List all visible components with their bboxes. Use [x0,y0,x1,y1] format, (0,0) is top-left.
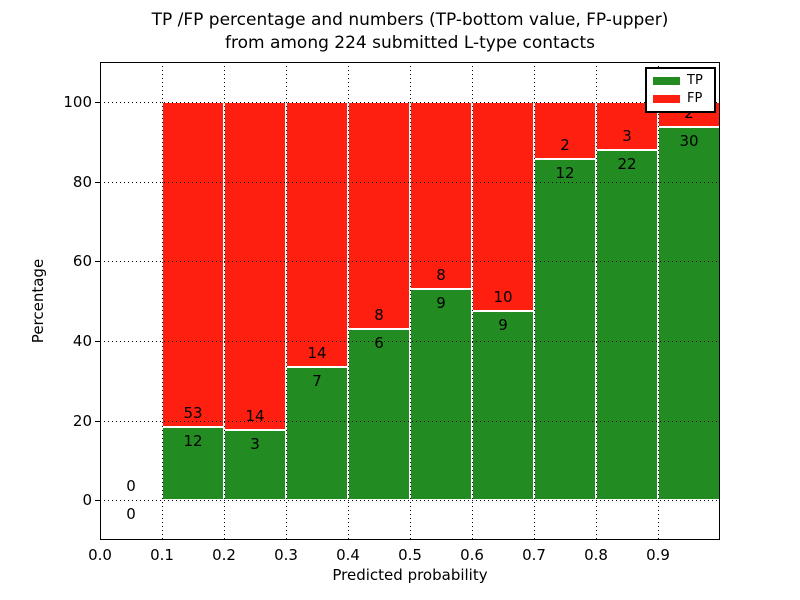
fp-count-label: 8 [436,266,446,285]
x-tick-label: 0.9 [646,546,670,564]
chart-title-line2: from among 224 submitted L-type contacts [224,33,595,53]
plot-frame [100,62,720,540]
fp-bar-segment [410,101,472,290]
v-gridline [224,62,225,540]
fp-count-label: 10 [493,288,513,307]
tp-count-label: 0 [126,505,136,524]
x-tick-label: 0.1 [150,546,174,564]
v-gridline [658,62,659,540]
tp-count-label: 9 [436,294,446,313]
x-tick-label: 0.2 [212,546,236,564]
fp-count-label: 14 [245,406,265,425]
y-tick-label: 0 [82,491,92,509]
tp-bar-segment [472,311,534,501]
tp-bar-segment [410,289,472,501]
tp-count-label: 3 [250,434,260,453]
tp-count-label: 12 [555,163,575,182]
x-tick-label: 0.6 [460,546,484,564]
fp-count-label: 53 [183,403,203,422]
x-tick-label: 0.7 [522,546,546,564]
y-tick-mark [95,341,100,342]
y-axis-label: Percentage [29,258,47,344]
y-tick-mark [95,421,100,422]
y-tick-mark [95,102,100,103]
fp-bar-segment [162,101,224,427]
fp-count-label: 2 [560,135,570,154]
tp-legend-swatch-icon [653,77,680,85]
tp-legend-label: TP [687,73,703,88]
x-axis-label: Predicted probability [332,566,488,584]
y-tick-label: 20 [72,412,92,430]
tp-bar-segment [348,329,410,501]
fp-legend-label: FP [687,91,703,106]
x-tick-label: 0.5 [398,546,422,564]
y-tick-mark [95,182,100,183]
v-gridline [348,62,349,540]
fp-legend-swatch-icon [653,95,680,103]
y-tick-label: 40 [72,332,92,350]
tp-bar-segment [162,426,224,501]
fp-count-label: 14 [307,344,327,363]
v-gridline [472,62,473,540]
fp-count-label: 3 [622,126,632,145]
tp-count-label: 30 [679,131,699,150]
fp-count-label: 0 [126,477,136,496]
tp-count-label: 9 [498,316,508,335]
x-tick-label: 0.4 [336,546,360,564]
tp-count-label: 12 [183,431,203,450]
v-gridline [596,62,597,540]
tp-count-label: 6 [374,334,384,353]
y-tick-label: 100 [63,93,92,111]
y-tick-label: 80 [72,173,92,191]
y-tick-mark [95,261,100,262]
tp-bar-segment [224,429,286,501]
v-gridline [162,62,163,540]
y-tick-label: 60 [72,252,92,270]
legend-entry-fp: FP [653,92,708,106]
legend-entry-tp: TP [653,74,708,88]
fp-bar-segment [286,101,348,368]
x-tick-label: 0.8 [584,546,608,564]
v-gridline [534,62,535,540]
fp-bar-segment [534,101,596,159]
tp-count-label: 22 [617,154,637,173]
v-gridline [286,62,287,540]
y-tick-mark [95,500,100,501]
tp-bar-segment [286,367,348,501]
tp-bar-segment [534,158,596,501]
fp-bar-segment [348,101,410,330]
tp-count-label: 7 [312,372,322,391]
fp-count-label: 8 [374,306,384,325]
chart-title-line1: TP /FP percentage and numbers (TP-bottom… [151,10,669,30]
v-gridline [410,62,411,540]
legend: TP FP [645,67,716,113]
x-tick-label: 0.3 [274,546,298,564]
x-tick-label: 0.0 [88,546,112,564]
tp-bar-segment [596,149,658,501]
